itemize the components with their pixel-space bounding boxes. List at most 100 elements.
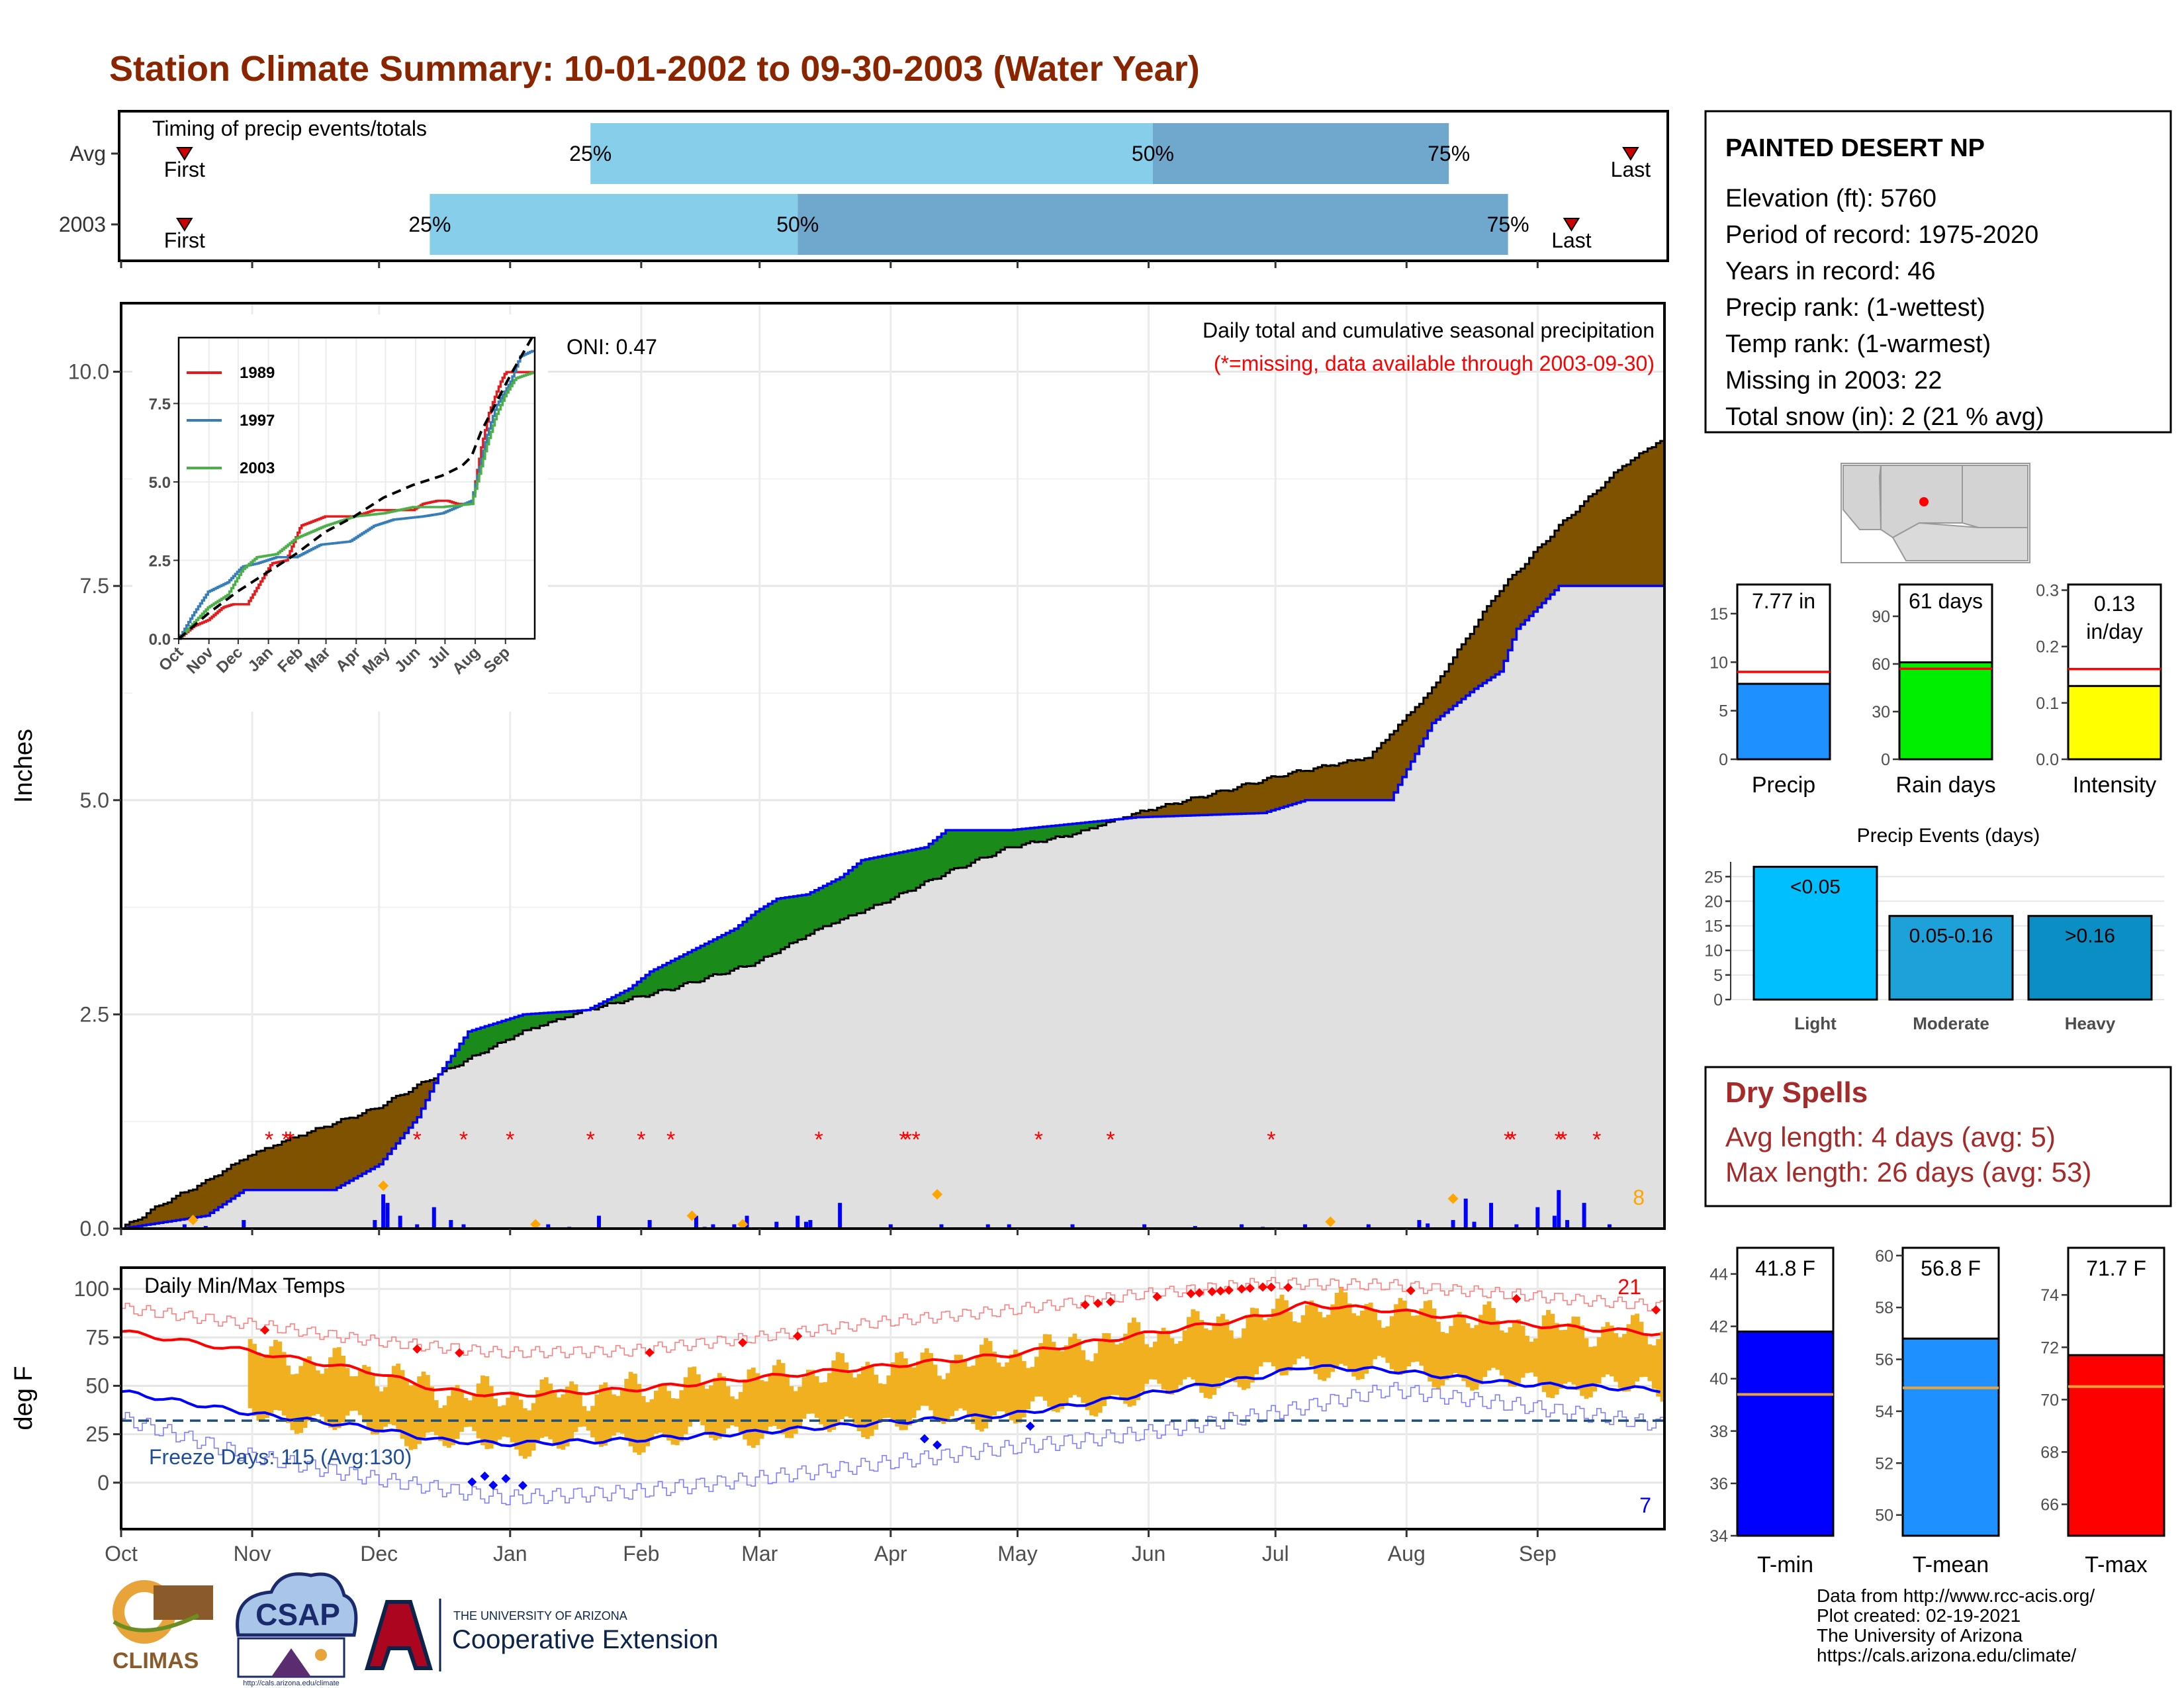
missing-data-marker: * xyxy=(637,1127,645,1152)
deficit-segment xyxy=(856,863,862,914)
deficit-segment xyxy=(451,1056,456,1068)
deficit-segment xyxy=(484,1026,490,1053)
temp-bar-tick-label: 68 xyxy=(2040,1443,2059,1462)
daily-temp-range-bar xyxy=(1541,1315,1547,1392)
deficit-segment xyxy=(455,1050,460,1067)
surplus-segment xyxy=(256,1151,261,1190)
missing-data-marker: * xyxy=(815,1127,823,1152)
surplus-segment xyxy=(1499,590,1504,672)
daily-temp-range-bar xyxy=(607,1387,612,1441)
deficit-segment xyxy=(488,1025,494,1049)
daily-temp-range-bar xyxy=(1300,1315,1306,1357)
deficit-segment xyxy=(615,995,621,1003)
deficit-segment xyxy=(1017,829,1023,847)
daily-temp-range-bar xyxy=(1428,1300,1433,1382)
daily-precip-bar xyxy=(1240,1224,1244,1229)
csap-url: http://cals.arizona.edu/climate xyxy=(243,1679,340,1687)
daily-precip-bar xyxy=(449,1220,453,1229)
surplus-segment xyxy=(231,1164,236,1199)
deficit-segment xyxy=(624,990,629,1002)
daily-temp-range-bar xyxy=(396,1363,401,1431)
daily-precip-bar xyxy=(1565,1220,1570,1229)
daily-temp-range-bar xyxy=(966,1366,972,1417)
footer-line-2: Plot created: 02-19-2021 xyxy=(1817,1605,2021,1626)
month-label: Dec xyxy=(360,1542,398,1566)
daily-temp-range-bar xyxy=(1394,1304,1398,1374)
surplus-segment xyxy=(375,1108,380,1167)
daily-temp-range-bar xyxy=(1237,1338,1242,1387)
missing-data-marker: * xyxy=(1559,1127,1567,1152)
surplus-segment xyxy=(1474,626,1479,689)
daily-precip-bar xyxy=(415,1224,420,1229)
snow-count: 8 xyxy=(1633,1186,1645,1209)
daily-temp-range-bar xyxy=(624,1378,629,1439)
daily-temp-range-bar xyxy=(1368,1302,1373,1366)
surplus-segment xyxy=(400,1095,405,1139)
surplus-segment xyxy=(1136,813,1141,818)
daily-temp-range-bar xyxy=(856,1374,862,1431)
daily-temp-range-bar xyxy=(1643,1335,1648,1377)
precip-y-tick-label: 2.5 xyxy=(80,1002,109,1026)
deficit-segment xyxy=(709,941,714,976)
temp-bar-tick-label: 54 xyxy=(1875,1403,1893,1421)
deficit-segment xyxy=(1081,823,1086,831)
daily-temp-range-bar xyxy=(899,1352,904,1430)
surplus-segment xyxy=(1394,731,1399,793)
daily-temp-range-bar xyxy=(996,1362,1001,1411)
surplus-segment xyxy=(1504,585,1509,661)
daily-temp-range-bar xyxy=(1005,1362,1010,1415)
inset-y-tick-label: 5.0 xyxy=(149,474,171,492)
daily-temp-range-bar xyxy=(307,1356,312,1421)
inset-bg xyxy=(132,314,548,712)
daily-temp-range-bar xyxy=(463,1397,469,1427)
surplus-segment xyxy=(1283,776,1289,807)
daily-precip-bar xyxy=(1552,1215,1557,1229)
precip-plot-frame xyxy=(120,302,1666,1230)
surplus-segment xyxy=(307,1132,312,1190)
surplus-segment xyxy=(357,1115,363,1176)
stat-bar-precip xyxy=(1736,682,1831,761)
daily-temp-range-bar xyxy=(1136,1322,1141,1400)
deficit-segment xyxy=(654,969,659,994)
daily-precip-bar xyxy=(808,1220,813,1229)
missing-data-marker: * xyxy=(413,1127,422,1152)
surplus-segment xyxy=(142,1217,147,1226)
surplus-segment xyxy=(1326,766,1331,800)
deficit-segment xyxy=(1089,821,1095,829)
daily-temp-range-bar xyxy=(1047,1334,1052,1407)
daily-temp-range-bar xyxy=(315,1370,320,1415)
dry-spells-max: Max length: 26 days (avg: 53) xyxy=(1725,1156,2091,1188)
deficit-segment xyxy=(890,854,895,900)
daily-temp-range-bar xyxy=(1626,1324,1631,1391)
inset-legend-label: 1989 xyxy=(240,364,275,382)
daily-temp-range-bar xyxy=(1651,1345,1657,1389)
events-y-tick-label: 20 xyxy=(1704,892,1723,911)
temp-bar-tick-label: 38 xyxy=(1709,1423,1728,1441)
surplus-segment xyxy=(1140,810,1145,818)
missing-data-marker: * xyxy=(912,1127,921,1152)
surplus-segment xyxy=(1304,771,1310,800)
deficit-segment xyxy=(801,895,807,939)
missing-data-marker: * xyxy=(1504,1127,1512,1152)
record-low-marker xyxy=(1025,1421,1035,1431)
daily-temp-range-bar xyxy=(835,1352,841,1425)
surplus-segment xyxy=(332,1124,338,1190)
daily-temp-range-bar xyxy=(619,1389,625,1434)
surplus-segment xyxy=(1182,802,1187,816)
deficit-segment xyxy=(924,847,929,882)
climas-logo-text: CLIMAS xyxy=(113,1648,199,1673)
deficit-segment xyxy=(950,830,955,870)
footer-line-3: The University of Arizona xyxy=(1817,1625,2023,1646)
daily-temp-range-bar xyxy=(628,1372,633,1446)
daily-temp-range-bar xyxy=(1647,1344,1653,1382)
timing-label: Timing of precip events/totals xyxy=(152,117,427,140)
daily-temp-range-bar xyxy=(557,1397,561,1449)
daily-temp-range-bar xyxy=(345,1368,350,1416)
month-label: Jun xyxy=(1132,1542,1166,1566)
daily-temp-range-bar xyxy=(1021,1361,1026,1418)
record-low-marker xyxy=(501,1474,511,1483)
daily-temp-range-bar xyxy=(281,1352,287,1416)
deficit-segment xyxy=(780,898,786,950)
daily-temp-range-bar xyxy=(696,1374,701,1421)
surplus-segment xyxy=(193,1190,198,1218)
